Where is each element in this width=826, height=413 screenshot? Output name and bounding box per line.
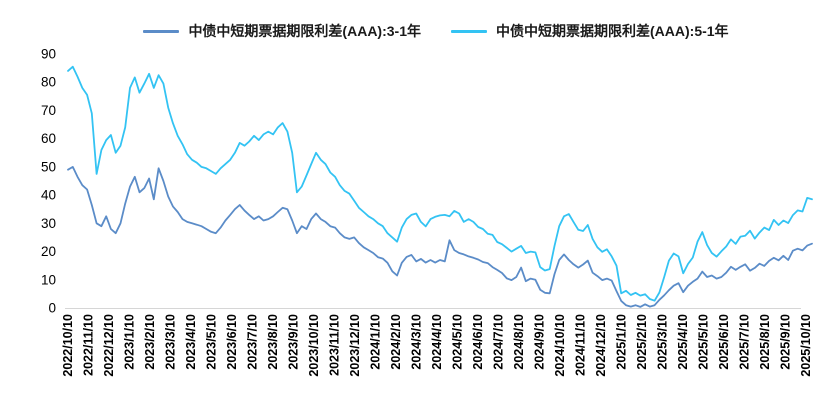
- chart-legend: 中债中短期票据期限利差(AAA):3-1年 中债中短期票据期限利差(AAA):5…: [60, 21, 812, 41]
- x-axis-tick-label: 2023/2/10: [143, 314, 157, 370]
- x-axis-tick-label: 2022/11/10: [82, 314, 96, 376]
- x-axis-tick-label: 2023/12/10: [348, 314, 362, 377]
- x-axis-tick-label: 2025/1/10: [615, 314, 629, 370]
- x-axis-tick-label: 2024/2/10: [389, 314, 403, 370]
- y-axis-tick-label: 90: [41, 47, 56, 62]
- x-axis-tick-label: 2022/10/10: [61, 314, 75, 377]
- x-axis-tick-label: 2023/4/10: [184, 314, 198, 370]
- x-axis-tick-label: 2024/7/10: [492, 314, 506, 370]
- y-axis-tick-label: 30: [41, 216, 56, 231]
- series-line-5-1y: [67, 65, 813, 302]
- x-axis-tick-label: 2025/10/10: [799, 314, 813, 377]
- x-axis-tick-label: 2023/8/10: [266, 314, 280, 370]
- x-axis-tick-label: 2024/12/10: [594, 314, 608, 377]
- legend-item-5-1y: 中债中短期票据期限利差(AAA):5-1年: [451, 21, 729, 41]
- x-axis-tick-label: 2024/9/10: [533, 314, 547, 370]
- legend-label-3-1y: 中债中短期票据期限利差(AAA):3-1年: [188, 23, 421, 39]
- x-axis-tick-label: 2025/8/10: [758, 314, 772, 370]
- x-axis-tick-label: 2024/3/10: [410, 314, 424, 370]
- x-axis-tick-label: 2023/5/10: [205, 314, 219, 370]
- series-line-3-1y: [67, 165, 813, 308]
- x-axis-tick-label: 2024/5/10: [451, 314, 465, 370]
- y-axis-tick-label: 80: [41, 75, 56, 90]
- x-axis-tick-label: 2022/12/10: [102, 314, 116, 377]
- x-axis-tick-label: 2025/3/10: [656, 314, 670, 370]
- y-axis-tick-label: 60: [41, 131, 56, 146]
- line-swatch-3-1y-icon: [143, 29, 180, 33]
- y-axis-tick-label: 0: [48, 301, 56, 316]
- x-axis-tick-label: 2024/4/10: [430, 314, 444, 370]
- y-axis-tick-label: 50: [41, 159, 56, 174]
- y-axis-tick-label: 40: [41, 188, 56, 203]
- line-swatch-5-1y-icon: [451, 29, 487, 33]
- legend-item-3-1y: 中债中短期票据期限利差(AAA):3-1年: [143, 21, 421, 41]
- y-axis-tick-label: 10: [41, 272, 56, 287]
- y-axis-tick-label: 70: [41, 103, 56, 118]
- y-axis-tick-label: 20: [41, 244, 56, 259]
- x-axis-tick-label: 2025/7/10: [738, 314, 752, 370]
- x-axis-tick-label: 2023/7/10: [246, 314, 260, 370]
- x-axis-tick-label: 2024/8/10: [512, 314, 526, 370]
- x-axis-tick-label: 2024/6/10: [471, 314, 485, 370]
- x-axis-tick-label: 2025/9/10: [779, 314, 793, 370]
- x-axis-tick-label: 2023/3/10: [164, 314, 178, 370]
- x-axis-tick-label: 2024/1/10: [369, 314, 383, 370]
- x-axis-tick-label: 2023/9/10: [287, 314, 301, 370]
- x-axis-tick-label: 2025/4/10: [676, 314, 690, 370]
- x-axis-tick-label: 2023/10/10: [307, 314, 321, 377]
- x-axis-tick-label: 2024/10/10: [553, 314, 567, 377]
- x-axis-tick-label: 2023/6/10: [225, 314, 239, 370]
- x-axis-tick-label: 2025/6/10: [717, 314, 731, 370]
- x-axis-tick-label: 2025/5/10: [697, 314, 711, 370]
- x-axis-tick-label: 2025/2/10: [635, 314, 649, 370]
- x-axis-tick-label: 2023/11/10: [328, 314, 342, 376]
- x-axis-tick-label: 2023/1/10: [123, 314, 137, 370]
- legend-label-5-1y: 中债中短期票据期限利差(AAA):5-1年: [496, 23, 729, 39]
- x-axis-tick-label: 2024/11/10: [574, 314, 588, 376]
